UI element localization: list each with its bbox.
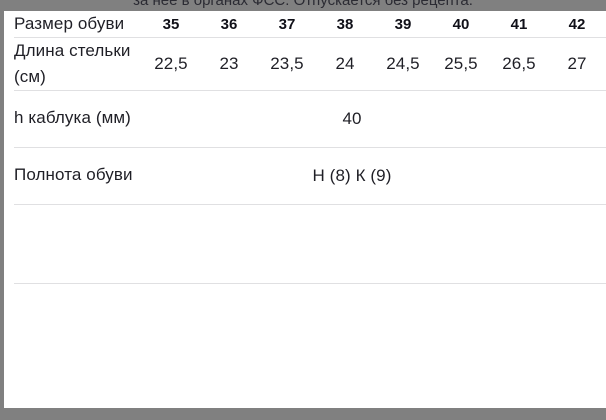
size-header-39: 39 (374, 11, 432, 38)
clipped-paragraph-bottom: д ф (0, 418, 606, 420)
insole-value-42: 27 (548, 37, 606, 91)
heel-height-value-cell: 40 (142, 90, 606, 148)
table-row-shoe-width: Полнота обуви Н (8) К (9) (14, 147, 606, 205)
size-header-38: 38 (316, 11, 374, 38)
size-header-40: 40 (432, 11, 490, 38)
insole-value-41: 26,5 (490, 37, 548, 91)
table-row-heel-height: h каблука (мм) 40 (14, 90, 606, 148)
heel-height-value: 40 (342, 109, 362, 128)
shoe-size-table: Размер обуви 35 36 37 38 39 40 41 42 Дли… (14, 11, 606, 284)
size-header-37: 37 (258, 11, 316, 38)
trailing-rule-cell (14, 204, 606, 284)
insole-value-35: 22,5 (142, 37, 200, 91)
row-header-insole-length: Длина стельки (см) (14, 37, 142, 91)
insole-value-36: 23 (200, 37, 258, 91)
clipped-paragraph-top: за неё в органах ФСС. Отпускается без ре… (133, 0, 473, 9)
shoe-width-value-cell: Н (8) К (9) (142, 147, 606, 205)
row-header-shoe-size: Размер обуви (14, 11, 142, 38)
shoe-width-value: Н (8) К (9) (312, 166, 392, 185)
insole-value-37: 23,5 (258, 37, 316, 91)
table-row-shoe-size: Размер обуви 35 36 37 38 39 40 41 42 (14, 11, 606, 38)
insole-value-40: 25,5 (432, 37, 490, 91)
row-header-heel-height: h каблука (мм) (14, 90, 142, 148)
table-row-insole-length: Длина стельки (см) 22,5 23 23,5 24 24,5 … (14, 37, 606, 91)
size-header-35: 35 (142, 11, 200, 38)
row-header-shoe-width: Полнота обуви (14, 147, 142, 205)
size-header-42: 42 (548, 11, 606, 38)
table-row-trailing-rule (14, 204, 606, 284)
insole-value-39: 24,5 (374, 37, 432, 91)
content-sheet: Размер обуви 35 36 37 38 39 40 41 42 Дли… (4, 11, 606, 408)
insole-value-38: 24 (316, 37, 374, 91)
size-header-36: 36 (200, 11, 258, 38)
size-header-41: 41 (490, 11, 548, 38)
